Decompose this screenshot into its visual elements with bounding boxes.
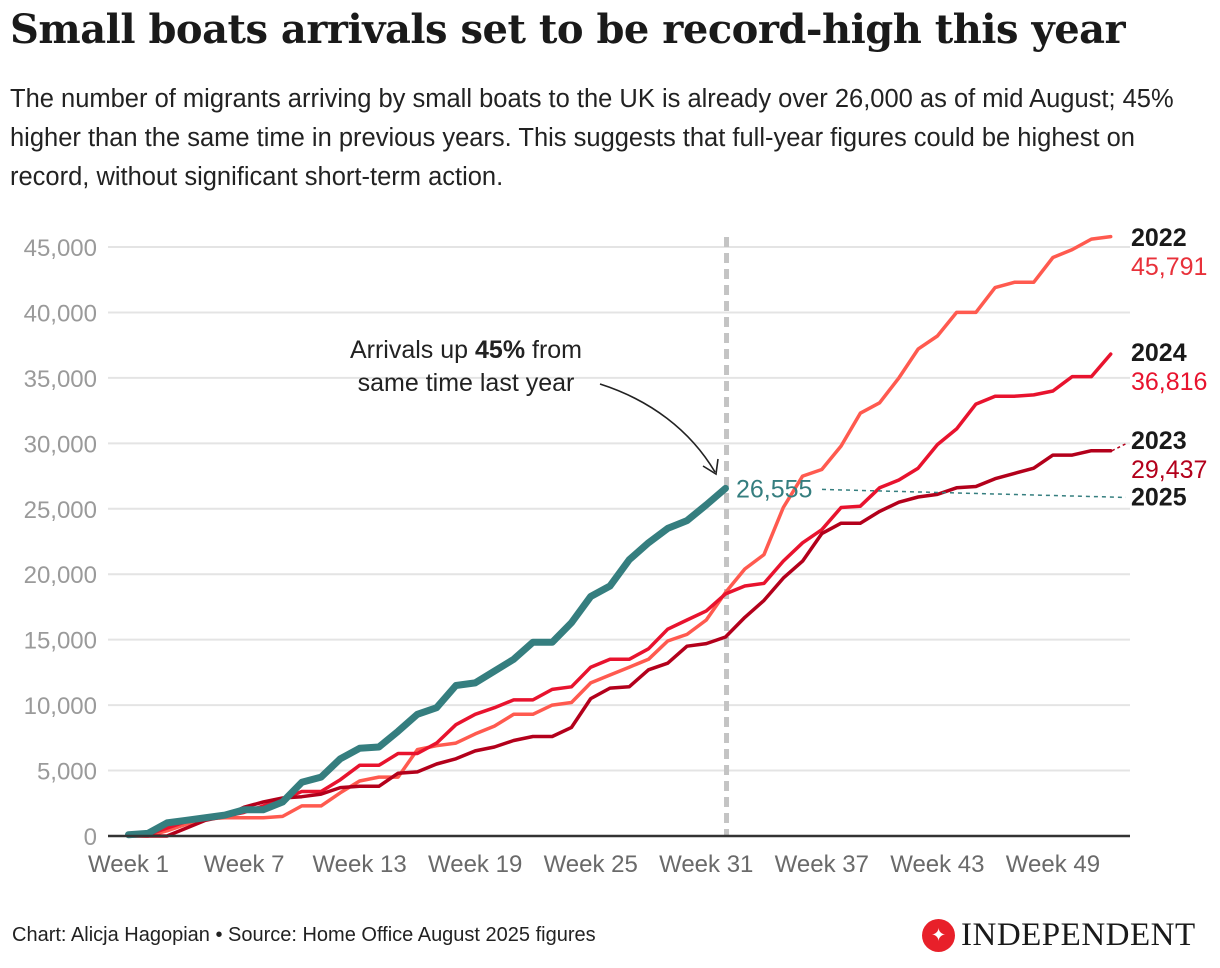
- independent-logo[interactable]: ✦ INDEPENDENT: [922, 917, 1196, 954]
- series-value-label: 36,816: [1131, 368, 1207, 396]
- series-line-2025: [125, 484, 729, 839]
- series-name-label: 2025: [1131, 483, 1187, 511]
- chart-title: Small boats arrivals set to be record-hi…: [10, 6, 1126, 53]
- x-tick-label: Week 49: [1006, 851, 1100, 878]
- x-tick-label: Week 7: [204, 851, 285, 878]
- series-name-label: 2022: [1131, 224, 1187, 252]
- y-tick-label: 45,000: [24, 235, 97, 262]
- arrow-head-icon: [702, 458, 719, 476]
- y-tick-label: 35,000: [24, 366, 97, 393]
- series-line-2023: [126, 448, 1113, 838]
- source-credit: Chart: Alicja Hagopian • Source: Home Of…: [12, 924, 596, 946]
- annotation-line-1: Arrivals up 45% from: [350, 336, 582, 364]
- current-value-label: 26,555: [736, 475, 812, 503]
- x-tick-label: Week 1: [88, 851, 169, 878]
- series-name-label: 2024: [1131, 339, 1187, 367]
- annotation-text: Arrivals up: [350, 336, 475, 364]
- series-name-label: 2023: [1131, 427, 1187, 455]
- eagle-icon: ✦: [922, 919, 955, 952]
- y-tick-label: 5,000: [37, 759, 97, 786]
- x-tick-label: Week 25: [544, 851, 638, 878]
- line-chart: 0 5,000 10,000 15,000 20,000 25,000 30,000 35,0…: [24, 224, 1208, 878]
- y-tick-label: 0: [84, 824, 97, 851]
- chart-subtitle: The number of migrants arriving by small…: [10, 85, 1174, 191]
- series-line-2022: [126, 234, 1113, 838]
- series-value-label: 45,791: [1131, 253, 1207, 281]
- x-tick-label: Week 31: [659, 851, 753, 878]
- annotation-text: from: [525, 336, 582, 364]
- series-line-2024: [126, 352, 1113, 837]
- y-tick-label: 20,000: [24, 562, 97, 589]
- y-tick-label: 10,000: [24, 693, 97, 720]
- annotation-arrow: [599, 383, 716, 473]
- x-tick-label: Week 13: [312, 851, 406, 878]
- y-tick-label: 15,000: [24, 628, 97, 655]
- annotation-line-2: same time last year: [358, 369, 575, 397]
- series-2023-leader: [1111, 442, 1129, 452]
- series-value-label: 29,437: [1131, 456, 1207, 484]
- x-tick-label: Week 37: [775, 851, 869, 878]
- x-tick-label: Week 43: [890, 851, 984, 878]
- annotation-text: 45%: [475, 336, 525, 364]
- current-value-leader: [821, 488, 1127, 499]
- y-tick-label: 30,000: [24, 431, 97, 458]
- x-tick-label: Week 19: [428, 851, 522, 878]
- y-tick-label: 25,000: [24, 497, 97, 524]
- logo-text: INDEPENDENT: [961, 917, 1196, 953]
- y-tick-label: 40,000: [24, 300, 97, 327]
